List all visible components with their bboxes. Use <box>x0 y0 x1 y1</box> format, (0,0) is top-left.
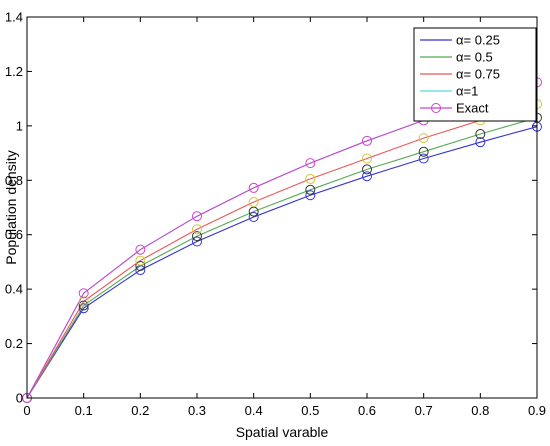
x-tick-label: 0.8 <box>471 403 489 418</box>
legend: α= 0.25 α= 0.5 α= 0.75 α=1 Exact <box>413 27 537 122</box>
y-tick-label: 0.6 <box>5 227 23 242</box>
y-tick-label: 0.8 <box>5 173 23 188</box>
y-tick-label: 1.4 <box>5 10 23 25</box>
x-tick-label: 0.3 <box>188 403 206 418</box>
data-point-2 <box>248 197 259 208</box>
y-tick-label: 0 <box>16 391 23 406</box>
data-point-1 <box>475 129 486 140</box>
data-point-0 <box>418 153 429 164</box>
data-point-1 <box>248 206 259 217</box>
x-axis-label: Spatial varable <box>236 424 329 440</box>
data-point-2 <box>418 133 429 144</box>
data-point-2 <box>192 224 202 235</box>
series-line-2 <box>26 103 538 399</box>
data-point-0 <box>248 212 259 223</box>
y-tick-label: 0.2 <box>5 336 23 351</box>
data-point-3 <box>362 135 372 146</box>
x-tick-label: 0.6 <box>358 403 376 418</box>
y-tick-label: 1 <box>16 118 23 133</box>
x-tick-label: 0 <box>23 403 30 418</box>
x-tick-label: 0.1 <box>75 403 93 418</box>
data-point-1 <box>192 231 202 242</box>
data-point-1 <box>135 261 146 272</box>
y-tick-label: 1.2 <box>5 64 23 79</box>
data-point-3 <box>248 182 259 193</box>
data-point-0 <box>78 303 89 314</box>
legend-entry-label: α= 0.5 <box>456 50 493 65</box>
plot-frame <box>26 16 538 399</box>
series-line-0 <box>26 126 538 399</box>
x-tick-label: 0.7 <box>415 403 433 418</box>
data-point-1 <box>78 300 89 311</box>
data-point-2 <box>78 296 89 307</box>
legend-marker <box>431 103 441 113</box>
data-point-2 <box>362 153 372 164</box>
data-point-0 <box>192 236 202 247</box>
data-point-3 <box>78 288 89 299</box>
data-point-3 <box>192 211 202 222</box>
legend-entry-label: α=1 <box>456 84 478 99</box>
data-point-1 <box>362 164 372 175</box>
data-point-3 <box>135 244 146 255</box>
data-point-3 <box>305 158 316 169</box>
x-tick-label: 0.2 <box>131 403 149 418</box>
x-tick-label: 0.5 <box>301 403 319 418</box>
legend-entry-label: Exact <box>456 101 489 116</box>
data-point-0 <box>362 171 372 182</box>
data-point-2 <box>305 173 316 184</box>
x-tick-label: 0.4 <box>245 403 263 418</box>
data-point-0 <box>475 137 486 148</box>
data-point-1 <box>305 184 316 195</box>
data-point-0 <box>305 190 316 201</box>
series-line-1 <box>26 117 538 399</box>
y-axis-label: Population density <box>3 150 19 264</box>
y-tick-label: 0.4 <box>5 282 23 297</box>
data-point-0 <box>135 265 146 276</box>
data-point-2 <box>135 255 146 266</box>
legend-entry-label: α= 0.25 <box>456 33 500 48</box>
data-point-1 <box>418 146 429 157</box>
x-tick-label: 0.9 <box>528 403 546 418</box>
legend-entry-label: α= 0.75 <box>456 67 500 82</box>
